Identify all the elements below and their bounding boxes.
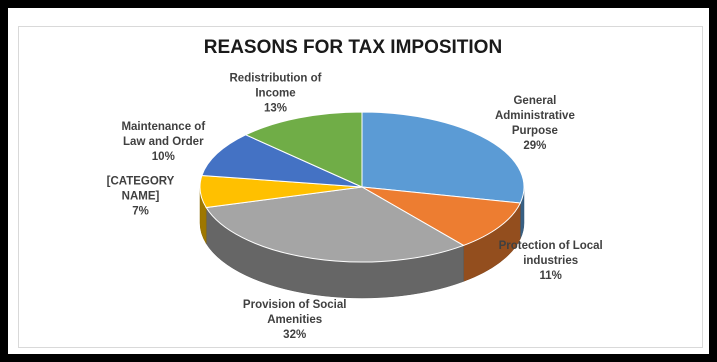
chart-area — [18, 26, 703, 348]
slice-label-line: Provision of Social — [243, 299, 347, 311]
slice-percent: 11% — [540, 270, 562, 282]
slice-0 — [361, 111, 525, 204]
chart-title: REASONS FOR TAX IMPOSITION — [204, 37, 502, 58]
label-slice-1: Protection of Local industries 11% — [499, 240, 603, 282]
slice-label-line: Amenities — [267, 314, 322, 326]
label-slice-4: Maintenance of Law and Order 10% — [121, 121, 205, 163]
slice-percent: 13% — [264, 102, 287, 114]
slice-label-line: Maintenance of — [121, 121, 205, 133]
slice-label-line: Purpose — [512, 125, 558, 137]
slice-5 — [244, 111, 363, 188]
label-slice-2: Provision of Social Amenities 32% — [243, 299, 347, 341]
slice-percent: 29% — [523, 140, 546, 152]
slice-label-line: NAME] — [122, 191, 160, 203]
slice-percent: 32% — [283, 329, 306, 341]
slice-percent: 7% — [132, 206, 149, 218]
label-slice-5: Redistribution of Income 13% — [230, 72, 322, 114]
slice-label-line: Protection of Local — [499, 240, 603, 252]
pie-labels: General Administrative Purpose 29% Protectio… — [107, 72, 603, 341]
label-slice-0: General Administrative Purpose 29% — [495, 95, 575, 152]
slice-label-line: [CATEGORY — [107, 176, 175, 188]
pie-chart: General Administrative Purpose 29% Protectio… — [107, 37, 603, 341]
pie-top — [199, 111, 525, 263]
slice-label-line: industries — [523, 255, 578, 267]
pie-depth — [199, 186, 525, 299]
slice-1 — [361, 186, 522, 246]
label-slice-3: [CATEGORY NAME] 7% — [107, 176, 175, 218]
slice-label-line: Law and Order — [123, 136, 204, 148]
slice-label-line: Income — [255, 87, 295, 99]
slice-2 — [205, 186, 465, 263]
slice-label-line: Redistribution of — [230, 72, 322, 84]
slice-percent: 10% — [152, 151, 175, 163]
slice-label-line: General — [513, 95, 556, 107]
slice-4 — [201, 134, 363, 188]
slice-label-line: Administrative — [495, 110, 575, 122]
chart-frame: General Administrative Purpose 29% Protectio… — [8, 8, 709, 354]
